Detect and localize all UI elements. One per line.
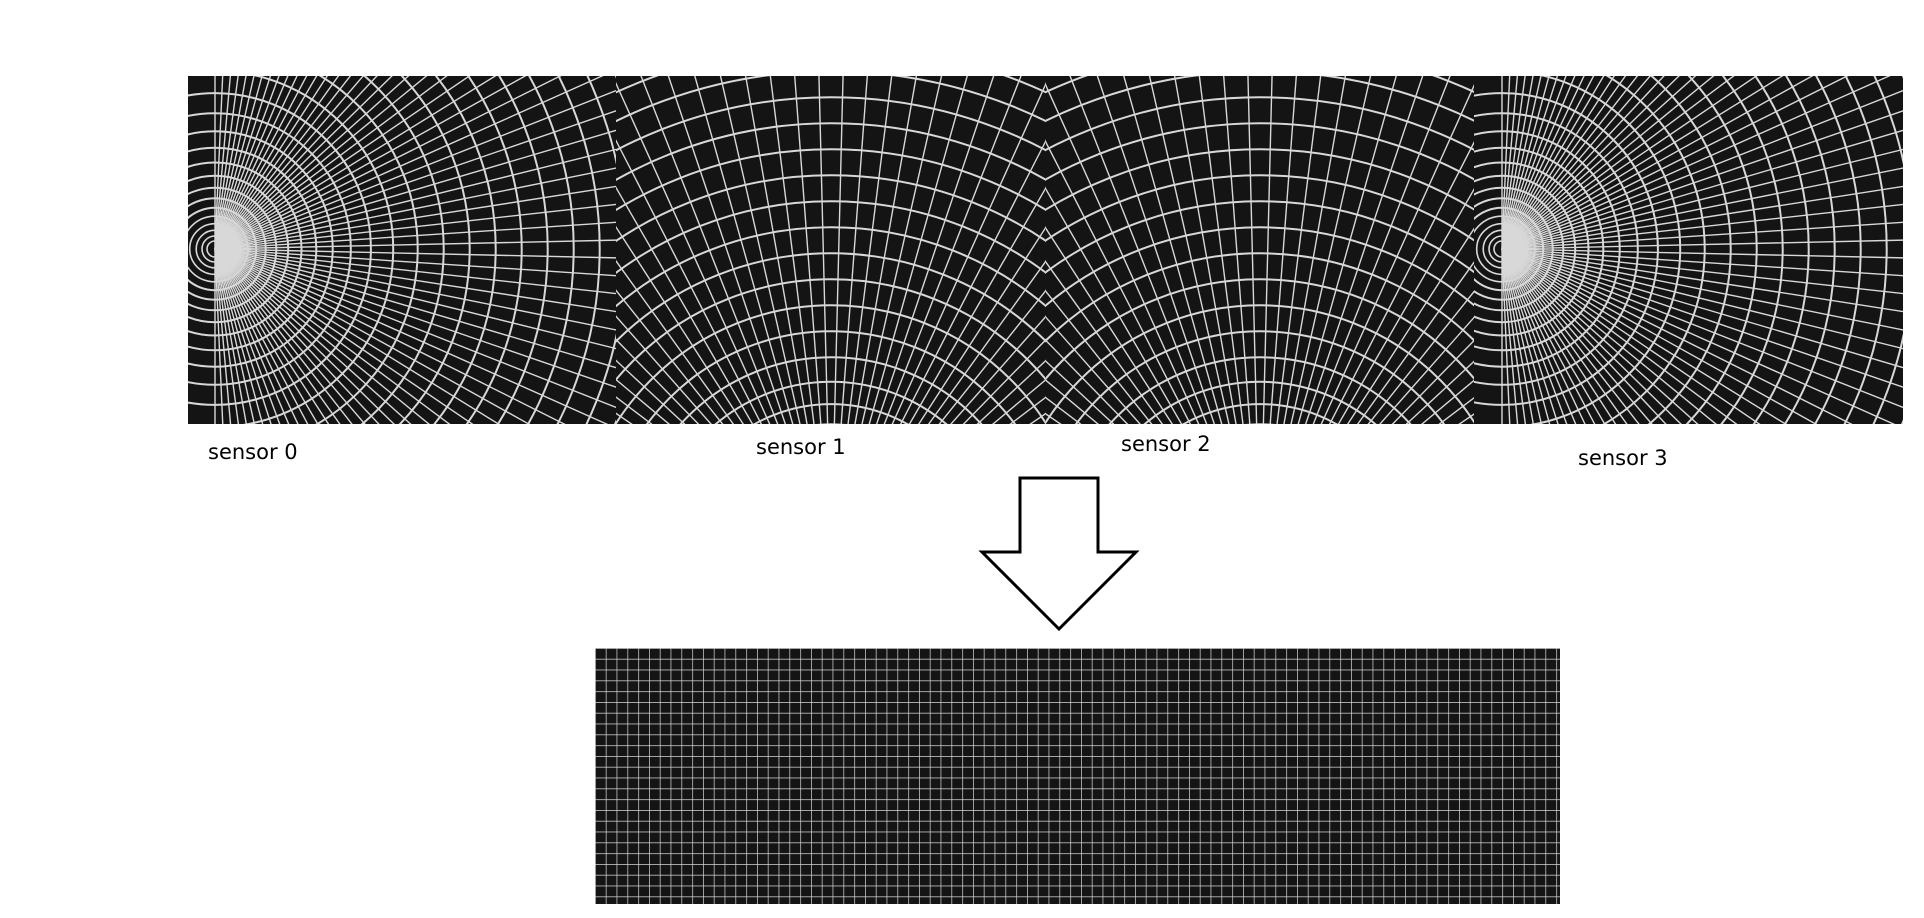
grid-ring xyxy=(1199,499,1322,622)
grid-spoke xyxy=(0,515,831,560)
grid-spoke xyxy=(0,470,831,560)
grid-ring xyxy=(1187,487,1333,633)
grid-spoke xyxy=(831,470,1727,560)
grid-spoke xyxy=(831,515,1730,560)
sensor-label-2: sensor 2 xyxy=(1121,432,1211,456)
sensor-label-1: sensor 1 xyxy=(756,435,846,459)
grid-ring xyxy=(758,487,904,633)
grid-ring xyxy=(798,527,864,593)
grid-ring xyxy=(1159,459,1362,662)
sensor-label-3: sensor 3 xyxy=(1578,446,1668,470)
grid-ring xyxy=(823,552,839,568)
stitched-output-panel xyxy=(595,648,1560,904)
grid-ring xyxy=(730,459,933,662)
grid-ring xyxy=(770,499,893,622)
grid-ring xyxy=(790,519,872,601)
grid-ring xyxy=(1235,535,1286,586)
grid-ring xyxy=(713,442,948,677)
grid-ring xyxy=(1227,527,1293,593)
grid-spoke xyxy=(1260,470,1924,560)
grid-ring xyxy=(812,541,850,579)
grid-ring xyxy=(818,547,844,573)
grid-ring xyxy=(780,509,881,610)
down-arrow-icon xyxy=(982,478,1136,629)
grid-ring xyxy=(745,474,918,647)
grid-ring xyxy=(1174,474,1347,647)
grid-spoke xyxy=(0,426,831,560)
grid-ring xyxy=(1247,547,1273,573)
grid-ring xyxy=(1142,442,1377,677)
grid-ring xyxy=(1209,509,1310,610)
grid-spoke xyxy=(365,470,1261,560)
grid-spoke xyxy=(1260,515,1924,560)
grid-ring xyxy=(1241,541,1279,579)
grid-ring xyxy=(806,535,857,586)
grid-ring xyxy=(1219,519,1301,601)
grid-ring xyxy=(1252,552,1268,568)
sensor-label-0: sensor 0 xyxy=(208,440,298,464)
